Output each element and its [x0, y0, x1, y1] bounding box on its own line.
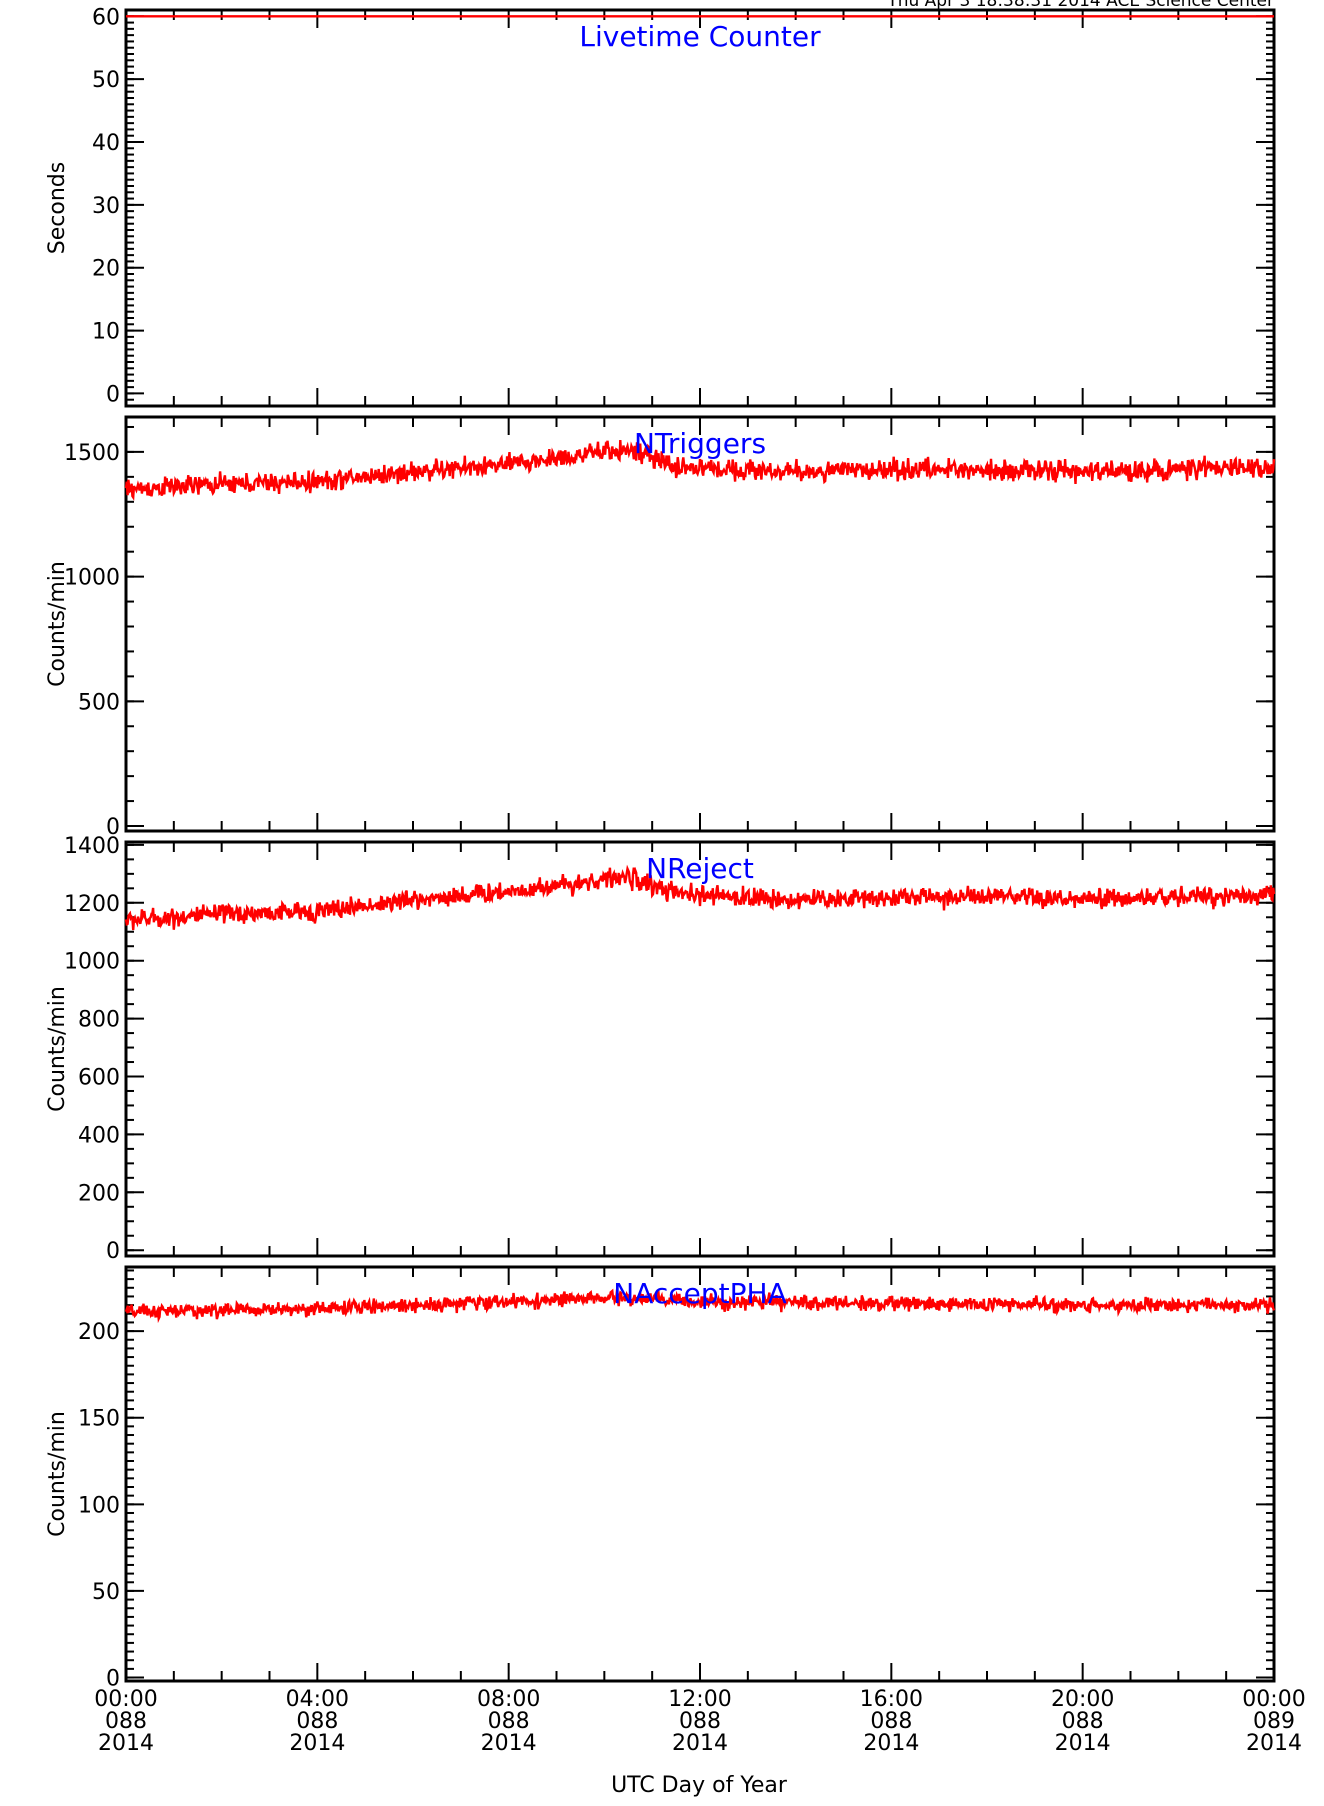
- y-tick-label: 200: [78, 1320, 120, 1345]
- y-tick-label: 20: [92, 257, 120, 282]
- y-tick-label: 1400: [64, 834, 120, 859]
- series-line: [124, 864, 1276, 931]
- x-tick-label-time: 00:00: [94, 1687, 157, 1712]
- y-axis-title: Seconds: [45, 162, 70, 254]
- x-axis-tick-labels: 00:00088201404:00088201408:00088201412:0…: [94, 1687, 1305, 1756]
- panel-title-nreject: NReject: [646, 852, 754, 885]
- panel-title-livetime-counter: Livetime Counter: [579, 20, 821, 53]
- y-tick-label: 0: [106, 815, 120, 840]
- x-tick-label-doy: 088: [679, 1709, 721, 1734]
- x-tick-label-doy: 088: [488, 1709, 530, 1734]
- x-tick-label-year: 2014: [98, 1731, 154, 1756]
- panel-nacceptpha: 0 50 100 150 200 NAcceptPHA Counts/min: [45, 1265, 1276, 1692]
- y-axis-title: Counts/min: [45, 561, 70, 687]
- panel-livetime-counter: 0 10 20 30 40 50 60 Livetime Counter Seconds: [45, 5, 1276, 408]
- y-tick-label: 150: [78, 1407, 120, 1432]
- y-tick-label: 0: [106, 382, 120, 407]
- y-axis-title: Counts/min: [45, 1411, 70, 1537]
- y-tick-label: 600: [78, 1066, 120, 1091]
- series-line: [124, 440, 1276, 501]
- y-tick-label: 100: [78, 1493, 120, 1518]
- x-tick-label-year: 2014: [1246, 1731, 1302, 1756]
- x-tick-label-time: 08:00: [477, 1687, 540, 1712]
- y-tick-label: 10: [92, 320, 120, 345]
- y-tick-label: 40: [92, 131, 120, 156]
- x-tick-label-time: 16:00: [860, 1687, 923, 1712]
- y-tick-label: 50: [92, 68, 120, 93]
- x-tick-label-doy: 088: [1062, 1709, 1104, 1734]
- x-tick-label-doy: 088: [105, 1709, 147, 1734]
- y-tick-label: 200: [78, 1181, 120, 1206]
- x-tick-label-year: 2014: [289, 1731, 345, 1756]
- y-tick-label: 1200: [64, 892, 120, 917]
- x-tick-label-time: 00:00: [1242, 1687, 1305, 1712]
- x-tick-label-time: 12:00: [668, 1687, 731, 1712]
- y-tick-label: 1000: [64, 566, 120, 591]
- panel-title-nacceptpha: NAcceptPHA: [613, 1277, 786, 1310]
- y-tick-label: 0: [106, 1667, 120, 1692]
- y-axis-title: Counts/min: [45, 986, 70, 1112]
- x-tick-label-year: 2014: [672, 1731, 728, 1756]
- y-tick-label: 1500: [64, 441, 120, 466]
- y-tick-label: 30: [92, 194, 120, 219]
- x-tick-label-doy: 088: [296, 1709, 338, 1734]
- y-tick-label: 60: [92, 5, 120, 30]
- y-tick-label: 500: [78, 690, 120, 715]
- x-tick-label-year: 2014: [481, 1731, 537, 1756]
- panel-nreject: 0 200 400 600 800 1000 1200 1400 NReject Counts/m…: [45, 834, 1276, 1264]
- panel-title-ntriggers: NTriggers: [634, 427, 766, 460]
- y-tick-label: 1000: [64, 950, 120, 975]
- series-line: [124, 1288, 1276, 1324]
- panel-ntriggers: 0 500 1000 1500 NTriggers Counts/min: [45, 415, 1276, 840]
- x-tick-label-time: 20:00: [1051, 1687, 1114, 1712]
- x-axis-title: UTC Day of Year: [611, 1773, 788, 1798]
- x-tick-label-year: 2014: [863, 1731, 919, 1756]
- y-tick-label: 50: [92, 1580, 120, 1605]
- x-tick-label-time: 04:00: [286, 1687, 349, 1712]
- x-tick-label-doy: 089: [1253, 1709, 1295, 1734]
- y-tick-label: 400: [78, 1123, 120, 1148]
- y-tick-label: 800: [78, 1008, 120, 1033]
- header-timestamp: Thu Apr 3 18:38:31 2014 ACE Science Cent…: [886, 0, 1274, 11]
- x-tick-label-year: 2014: [1055, 1731, 1111, 1756]
- x-tick-label-doy: 088: [870, 1709, 912, 1734]
- y-tick-label: 0: [106, 1239, 120, 1264]
